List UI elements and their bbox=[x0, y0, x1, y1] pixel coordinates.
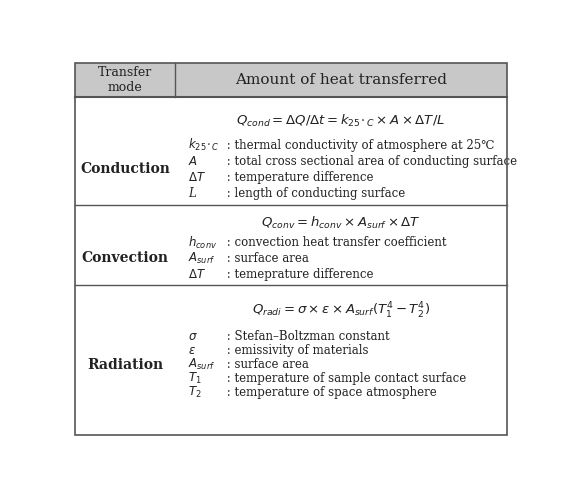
Text: Radiation: Radiation bbox=[87, 357, 163, 372]
Text: Transfer
mode: Transfer mode bbox=[98, 66, 152, 94]
Text: : Stefan–Boltzman constant: : Stefan–Boltzman constant bbox=[223, 330, 390, 343]
FancyBboxPatch shape bbox=[76, 63, 507, 97]
Text: : surface area: : surface area bbox=[223, 252, 309, 265]
Text: : convection heat transfer coefficient: : convection heat transfer coefficient bbox=[223, 236, 446, 249]
Text: : temperature of space atmosphere: : temperature of space atmosphere bbox=[223, 387, 437, 399]
Text: $T_1$: $T_1$ bbox=[188, 371, 202, 386]
Text: : surface area: : surface area bbox=[223, 358, 309, 371]
Text: $A_{surf}$: $A_{surf}$ bbox=[188, 251, 215, 266]
Text: Convection: Convection bbox=[82, 251, 169, 265]
Text: $A_{surf}$: $A_{surf}$ bbox=[188, 357, 215, 372]
Text: Conduction: Conduction bbox=[80, 162, 170, 176]
Text: : temperature difference: : temperature difference bbox=[223, 171, 374, 183]
Text: $k_{25^\circ C}$: $k_{25^\circ C}$ bbox=[188, 137, 219, 153]
Text: $Q_{cond} = \Delta Q/\Delta t = k_{25^\circ C} \times A \times \Delta T/L$: $Q_{cond} = \Delta Q/\Delta t = k_{25^\c… bbox=[236, 113, 445, 129]
Text: : temeprature difference: : temeprature difference bbox=[223, 268, 374, 281]
Text: : thermal conductivity of atmosphere at 25℃: : thermal conductivity of atmosphere at … bbox=[223, 139, 494, 152]
Text: $\Delta T$: $\Delta T$ bbox=[188, 171, 206, 183]
Text: $\sigma$: $\sigma$ bbox=[188, 330, 198, 343]
Text: Amount of heat transferred: Amount of heat transferred bbox=[235, 73, 446, 87]
Text: $\Delta T$: $\Delta T$ bbox=[188, 268, 206, 281]
Text: L: L bbox=[188, 186, 195, 200]
Text: $T_2$: $T_2$ bbox=[188, 385, 202, 400]
Text: : emissivity of materials: : emissivity of materials bbox=[223, 344, 369, 357]
Text: : total cross sectional area of conducting surface: : total cross sectional area of conducti… bbox=[223, 155, 517, 168]
Text: $\epsilon$: $\epsilon$ bbox=[188, 344, 196, 357]
Text: $h_{conv}$: $h_{conv}$ bbox=[188, 235, 217, 251]
Text: $A$: $A$ bbox=[188, 155, 198, 168]
Text: $Q_{conv} = h_{conv} \times A_{surf} \times \Delta T$: $Q_{conv} = h_{conv} \times A_{surf} \ti… bbox=[261, 215, 421, 231]
Text: $Q_{radi} = \sigma \times \epsilon \times A_{surf}(T_1^4 - T_2^4)$: $Q_{radi} = \sigma \times \epsilon \time… bbox=[252, 301, 430, 321]
Text: : length of conducting surface: : length of conducting surface bbox=[223, 186, 406, 200]
Text: : temperature of sample contact surface: : temperature of sample contact surface bbox=[223, 372, 466, 385]
